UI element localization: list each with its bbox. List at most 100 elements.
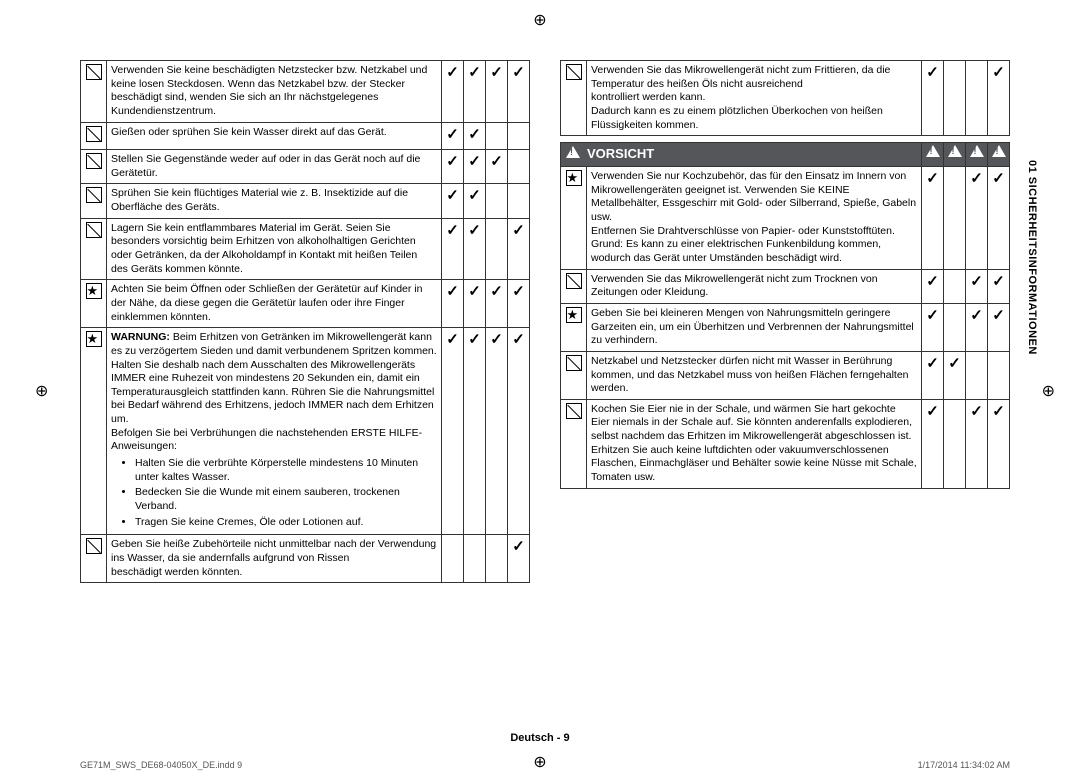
row-text: Verwenden Sie nur Kochzubehör, das für d… bbox=[587, 167, 922, 269]
table-row: Geben Sie heiße Zubehörteile nicht unmit… bbox=[81, 535, 530, 583]
check-icon: ✓ bbox=[490, 64, 503, 81]
table-row: Verwenden Sie das Mikrowellengerät nicht… bbox=[561, 61, 1010, 136]
check-icon: ✓ bbox=[926, 307, 939, 324]
table-row: Gießen oder sprühen Sie kein Wasser dire… bbox=[81, 122, 530, 150]
check-col-0 bbox=[442, 535, 464, 583]
hdr-icon bbox=[966, 143, 988, 167]
check-col-0: ✓ bbox=[442, 122, 464, 150]
check-col-3: ✓ bbox=[508, 61, 530, 123]
check-col-2: ✓ bbox=[486, 328, 508, 535]
table-row: WARNUNG: Beim Erhitzen von Getränken im … bbox=[81, 328, 530, 535]
check-icon: ✓ bbox=[490, 331, 503, 348]
check-col-0: ✓ bbox=[922, 61, 944, 136]
check-col-3: ✓ bbox=[508, 218, 530, 280]
row-text: Achten Sie beim Öffnen oder Schließen de… bbox=[107, 280, 442, 328]
regmark-left: ⊕ bbox=[35, 381, 48, 401]
row-icon bbox=[81, 535, 107, 583]
check-col-2 bbox=[486, 218, 508, 280]
check-col-1: ✓ bbox=[464, 280, 486, 328]
check-col-0: ✓ bbox=[442, 150, 464, 184]
row-icon bbox=[81, 280, 107, 328]
row-icon bbox=[81, 150, 107, 184]
row-icon bbox=[561, 351, 587, 399]
check-icon: ✓ bbox=[992, 403, 1005, 420]
check-col-1: ✓ bbox=[464, 61, 486, 123]
slash-icon bbox=[566, 403, 582, 419]
check-col-3 bbox=[508, 150, 530, 184]
table-row: Verwenden Sie das Mikrowellengerät nicht… bbox=[561, 269, 1010, 303]
check-col-2: ✓ bbox=[966, 269, 988, 303]
check-icon: ✓ bbox=[468, 126, 481, 143]
slash-icon bbox=[86, 222, 102, 238]
check-icon: ✓ bbox=[446, 283, 459, 300]
row-text: Verwenden Sie das Mikrowellengerät nicht… bbox=[587, 269, 922, 303]
check-icon: ✓ bbox=[948, 355, 961, 372]
table-row: Sprühen Sie kein flüchtiges Material wie… bbox=[81, 184, 530, 218]
check-col-3: ✓ bbox=[508, 328, 530, 535]
check-col-3: ✓ bbox=[988, 269, 1010, 303]
check-col-1 bbox=[944, 269, 966, 303]
hdr-icon bbox=[922, 143, 944, 167]
check-col-2: ✓ bbox=[966, 399, 988, 488]
star-icon bbox=[566, 170, 582, 186]
check-col-3: ✓ bbox=[988, 303, 1010, 351]
check-col-2: ✓ bbox=[486, 280, 508, 328]
row-text: Lagern Sie kein entflammbares Material i… bbox=[107, 218, 442, 280]
check-col-1 bbox=[944, 399, 966, 488]
footer-filename: GE71M_SWS_DE68-04050X_DE.indd 9 bbox=[80, 760, 242, 770]
check-col-0: ✓ bbox=[442, 61, 464, 123]
check-icon: ✓ bbox=[970, 403, 983, 420]
check-col-3 bbox=[988, 351, 1010, 399]
row-text: Verwenden Sie keine beschädigten Netzste… bbox=[107, 61, 442, 123]
row-icon bbox=[81, 218, 107, 280]
regmark-bottom: ⊕ bbox=[533, 752, 546, 772]
check-icon: ✓ bbox=[512, 222, 525, 239]
regmark-right: ⊕ bbox=[1042, 381, 1055, 401]
star-icon bbox=[86, 283, 102, 299]
check-icon: ✓ bbox=[468, 283, 481, 300]
check-col-3 bbox=[508, 184, 530, 218]
check-icon: ✓ bbox=[970, 273, 983, 290]
table-row: Stellen Sie Gegenstände weder auf oder i… bbox=[81, 150, 530, 184]
row-icon bbox=[81, 122, 107, 150]
row-text: Verwenden Sie das Mikrowellengerät nicht… bbox=[587, 61, 922, 136]
slash-icon bbox=[86, 187, 102, 203]
right-top-table: Verwenden Sie das Mikrowellengerät nicht… bbox=[560, 60, 1010, 136]
check-icon: ✓ bbox=[468, 64, 481, 81]
vorsicht-header: VORSICHT bbox=[561, 143, 1010, 167]
check-col-1: ✓ bbox=[464, 328, 486, 535]
check-col-2 bbox=[486, 184, 508, 218]
check-icon: ✓ bbox=[446, 126, 459, 143]
row-icon bbox=[561, 303, 587, 351]
check-icon: ✓ bbox=[926, 64, 939, 81]
check-col-1 bbox=[464, 535, 486, 583]
check-icon: ✓ bbox=[490, 153, 503, 170]
slash-icon bbox=[566, 273, 582, 289]
check-col-2 bbox=[966, 351, 988, 399]
check-col-2: ✓ bbox=[966, 303, 988, 351]
check-col-3: ✓ bbox=[508, 280, 530, 328]
bullet-item: Tragen Sie keine Cremes, Öle oder Lotion… bbox=[135, 516, 437, 530]
check-col-1 bbox=[944, 61, 966, 136]
check-col-0: ✓ bbox=[442, 328, 464, 535]
check-col-2 bbox=[486, 122, 508, 150]
slash-icon bbox=[86, 153, 102, 169]
check-icon: ✓ bbox=[512, 64, 525, 81]
page-number: Deutsch - 9 bbox=[0, 732, 1080, 744]
check-icon: ✓ bbox=[468, 222, 481, 239]
slash-icon bbox=[566, 355, 582, 371]
check-col-0: ✓ bbox=[442, 184, 464, 218]
row-text: Gießen oder sprühen Sie kein Wasser dire… bbox=[107, 122, 442, 150]
hdr-icon bbox=[988, 143, 1010, 167]
table-row: Netzkabel und Netzstecker dürfen nicht m… bbox=[561, 351, 1010, 399]
check-icon: ✓ bbox=[512, 331, 525, 348]
check-col-3: ✓ bbox=[988, 399, 1010, 488]
footer-timestamp: 1/17/2014 11:34:02 AM bbox=[918, 760, 1010, 770]
check-col-0: ✓ bbox=[922, 269, 944, 303]
check-icon: ✓ bbox=[446, 187, 459, 204]
check-icon: ✓ bbox=[970, 170, 983, 187]
check-icon: ✓ bbox=[926, 273, 939, 290]
check-col-0: ✓ bbox=[922, 399, 944, 488]
row-icon bbox=[81, 61, 107, 123]
row-text: Geben Sie heiße Zubehörteile nicht unmit… bbox=[107, 535, 442, 583]
